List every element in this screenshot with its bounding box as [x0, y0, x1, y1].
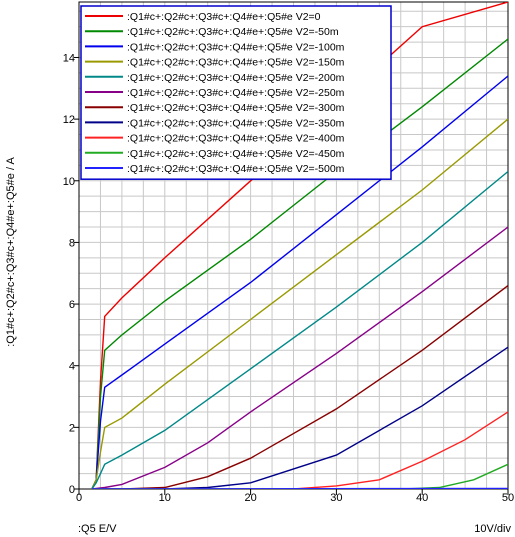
x-axis-label: :Q5 E/V — [78, 523, 117, 535]
series-line-8 — [91, 411, 508, 489]
series-line-3 — [91, 118, 508, 489]
series-line-5 — [91, 226, 508, 489]
x-tick-label: 10 — [159, 492, 171, 504]
legend-label: :Q1#c+:Q2#c+:Q3#c+:Q4#e+:Q5#e V2=-50m — [127, 26, 339, 38]
tick-layer: 0 10 20 30 40 50 0 2 4 6 8 10 12 14 — [63, 52, 514, 504]
x-tick-label: 40 — [416, 492, 428, 504]
legend-label: :Q1#c+:Q2#c+:Q3#c+:Q4#e+:Q5#e V2=-100m — [127, 41, 345, 53]
series-line-4 — [91, 170, 508, 489]
series-line-10 — [91, 487, 508, 489]
x-tick-label: 0 — [76, 492, 82, 504]
y-tick-label: 10 — [63, 176, 75, 188]
legend-label: :Q1#c+:Q2#c+:Q3#c+:Q4#e+:Q5#e V2=-150m — [127, 57, 345, 69]
x-scale-note: 10V/div — [474, 523, 511, 535]
legend-label: :Q1#c+:Q2#c+:Q3#c+:Q4#e+:Q5#e V2=-300m — [127, 102, 345, 114]
legend-label: :Q1#c+:Q2#c+:Q3#c+:Q4#e+:Q5#e V2=-200m — [127, 72, 345, 84]
legend-label: :Q1#c+:Q2#c+:Q3#c+:Q4#e+:Q5#e V2=-350m — [127, 117, 345, 129]
series-line-9 — [91, 463, 508, 489]
legend-label: :Q1#c+:Q2#c+:Q3#c+:Q4#e+:Q5#e V2=-500m — [127, 163, 345, 175]
x-tick-label: 50 — [502, 492, 514, 504]
legend-label: :Q1#c+:Q2#c+:Q3#c+:Q4#e+:Q5#e V2=0 — [127, 11, 321, 23]
legend: :Q1#c+:Q2#c+:Q3#c+:Q4#e+:Q5#e V2=0 :Q1#c+… — [80, 5, 392, 180]
legend-label: :Q1#c+:Q2#c+:Q3#c+:Q4#e+:Q5#e V2=-400m — [127, 133, 345, 145]
x-tick-label: 20 — [244, 492, 256, 504]
y-tick-label: 0 — [69, 484, 75, 496]
x-tick-label: 30 — [330, 492, 342, 504]
y-tick-label: 4 — [69, 361, 75, 373]
legend-label: :Q1#c+:Q2#c+:Q3#c+:Q4#e+:Q5#e V2=-450m — [127, 148, 345, 160]
y-tick-label: 6 — [69, 299, 75, 311]
y-tick-label: 8 — [69, 237, 75, 249]
y-tick-label: 12 — [63, 114, 75, 126]
y-axis-label: :Q1#c+:Q2#c+:Q3#c+:Q4#e+:Q5#e / A — [5, 157, 17, 347]
legend-box — [80, 5, 392, 180]
series-line-7 — [91, 346, 508, 489]
y-tick-label: 2 — [69, 422, 75, 434]
legend-label: :Q1#c+:Q2#c+:Q3#c+:Q4#e+:Q5#e V2=-250m — [127, 87, 345, 99]
series-line-2 — [91, 75, 508, 489]
y-tick-label: 14 — [63, 52, 75, 64]
